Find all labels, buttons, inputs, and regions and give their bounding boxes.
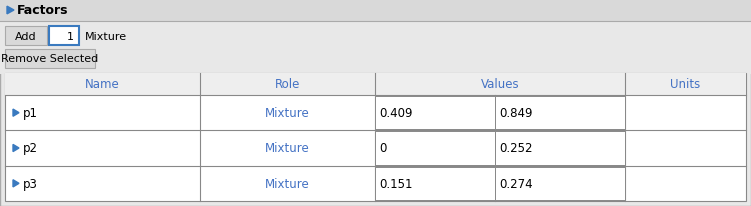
Text: Mixture: Mixture bbox=[265, 142, 310, 155]
Text: Factors: Factors bbox=[17, 5, 68, 18]
Text: p1: p1 bbox=[23, 107, 38, 120]
Text: 0.252: 0.252 bbox=[499, 142, 532, 155]
Polygon shape bbox=[13, 180, 19, 187]
Bar bbox=[5, 74, 746, 201]
Text: Mixture: Mixture bbox=[265, 107, 310, 120]
Bar bbox=[49, 27, 79, 46]
Bar bbox=[375, 167, 495, 200]
Bar bbox=[375, 132, 495, 165]
Text: p2: p2 bbox=[23, 142, 38, 155]
Polygon shape bbox=[13, 110, 19, 117]
Bar bbox=[5, 27, 47, 46]
Text: Role: Role bbox=[275, 78, 300, 91]
Text: p3: p3 bbox=[23, 177, 38, 190]
Text: Values: Values bbox=[481, 78, 519, 91]
Text: 0.849: 0.849 bbox=[499, 107, 532, 120]
Bar bbox=[495, 132, 625, 165]
Text: 0.151: 0.151 bbox=[379, 177, 412, 190]
Text: 0: 0 bbox=[379, 142, 386, 155]
Text: Units: Units bbox=[671, 78, 701, 91]
Text: Mixture: Mixture bbox=[85, 31, 127, 41]
Bar bbox=[495, 97, 625, 130]
Text: Mixture: Mixture bbox=[265, 177, 310, 190]
Bar bbox=[0, 0, 751, 22]
Bar bbox=[5, 74, 746, 96]
Polygon shape bbox=[7, 7, 14, 15]
Text: Name: Name bbox=[85, 78, 120, 91]
Bar bbox=[0, 22, 751, 75]
Text: 1: 1 bbox=[67, 31, 74, 41]
Bar bbox=[495, 167, 625, 200]
Bar bbox=[375, 97, 495, 130]
Polygon shape bbox=[13, 145, 19, 152]
Bar bbox=[5, 50, 95, 69]
Text: 0.274: 0.274 bbox=[499, 177, 532, 190]
Text: 0.409: 0.409 bbox=[379, 107, 412, 120]
Text: Remove Selected: Remove Selected bbox=[2, 54, 98, 64]
Text: Add: Add bbox=[15, 31, 37, 41]
